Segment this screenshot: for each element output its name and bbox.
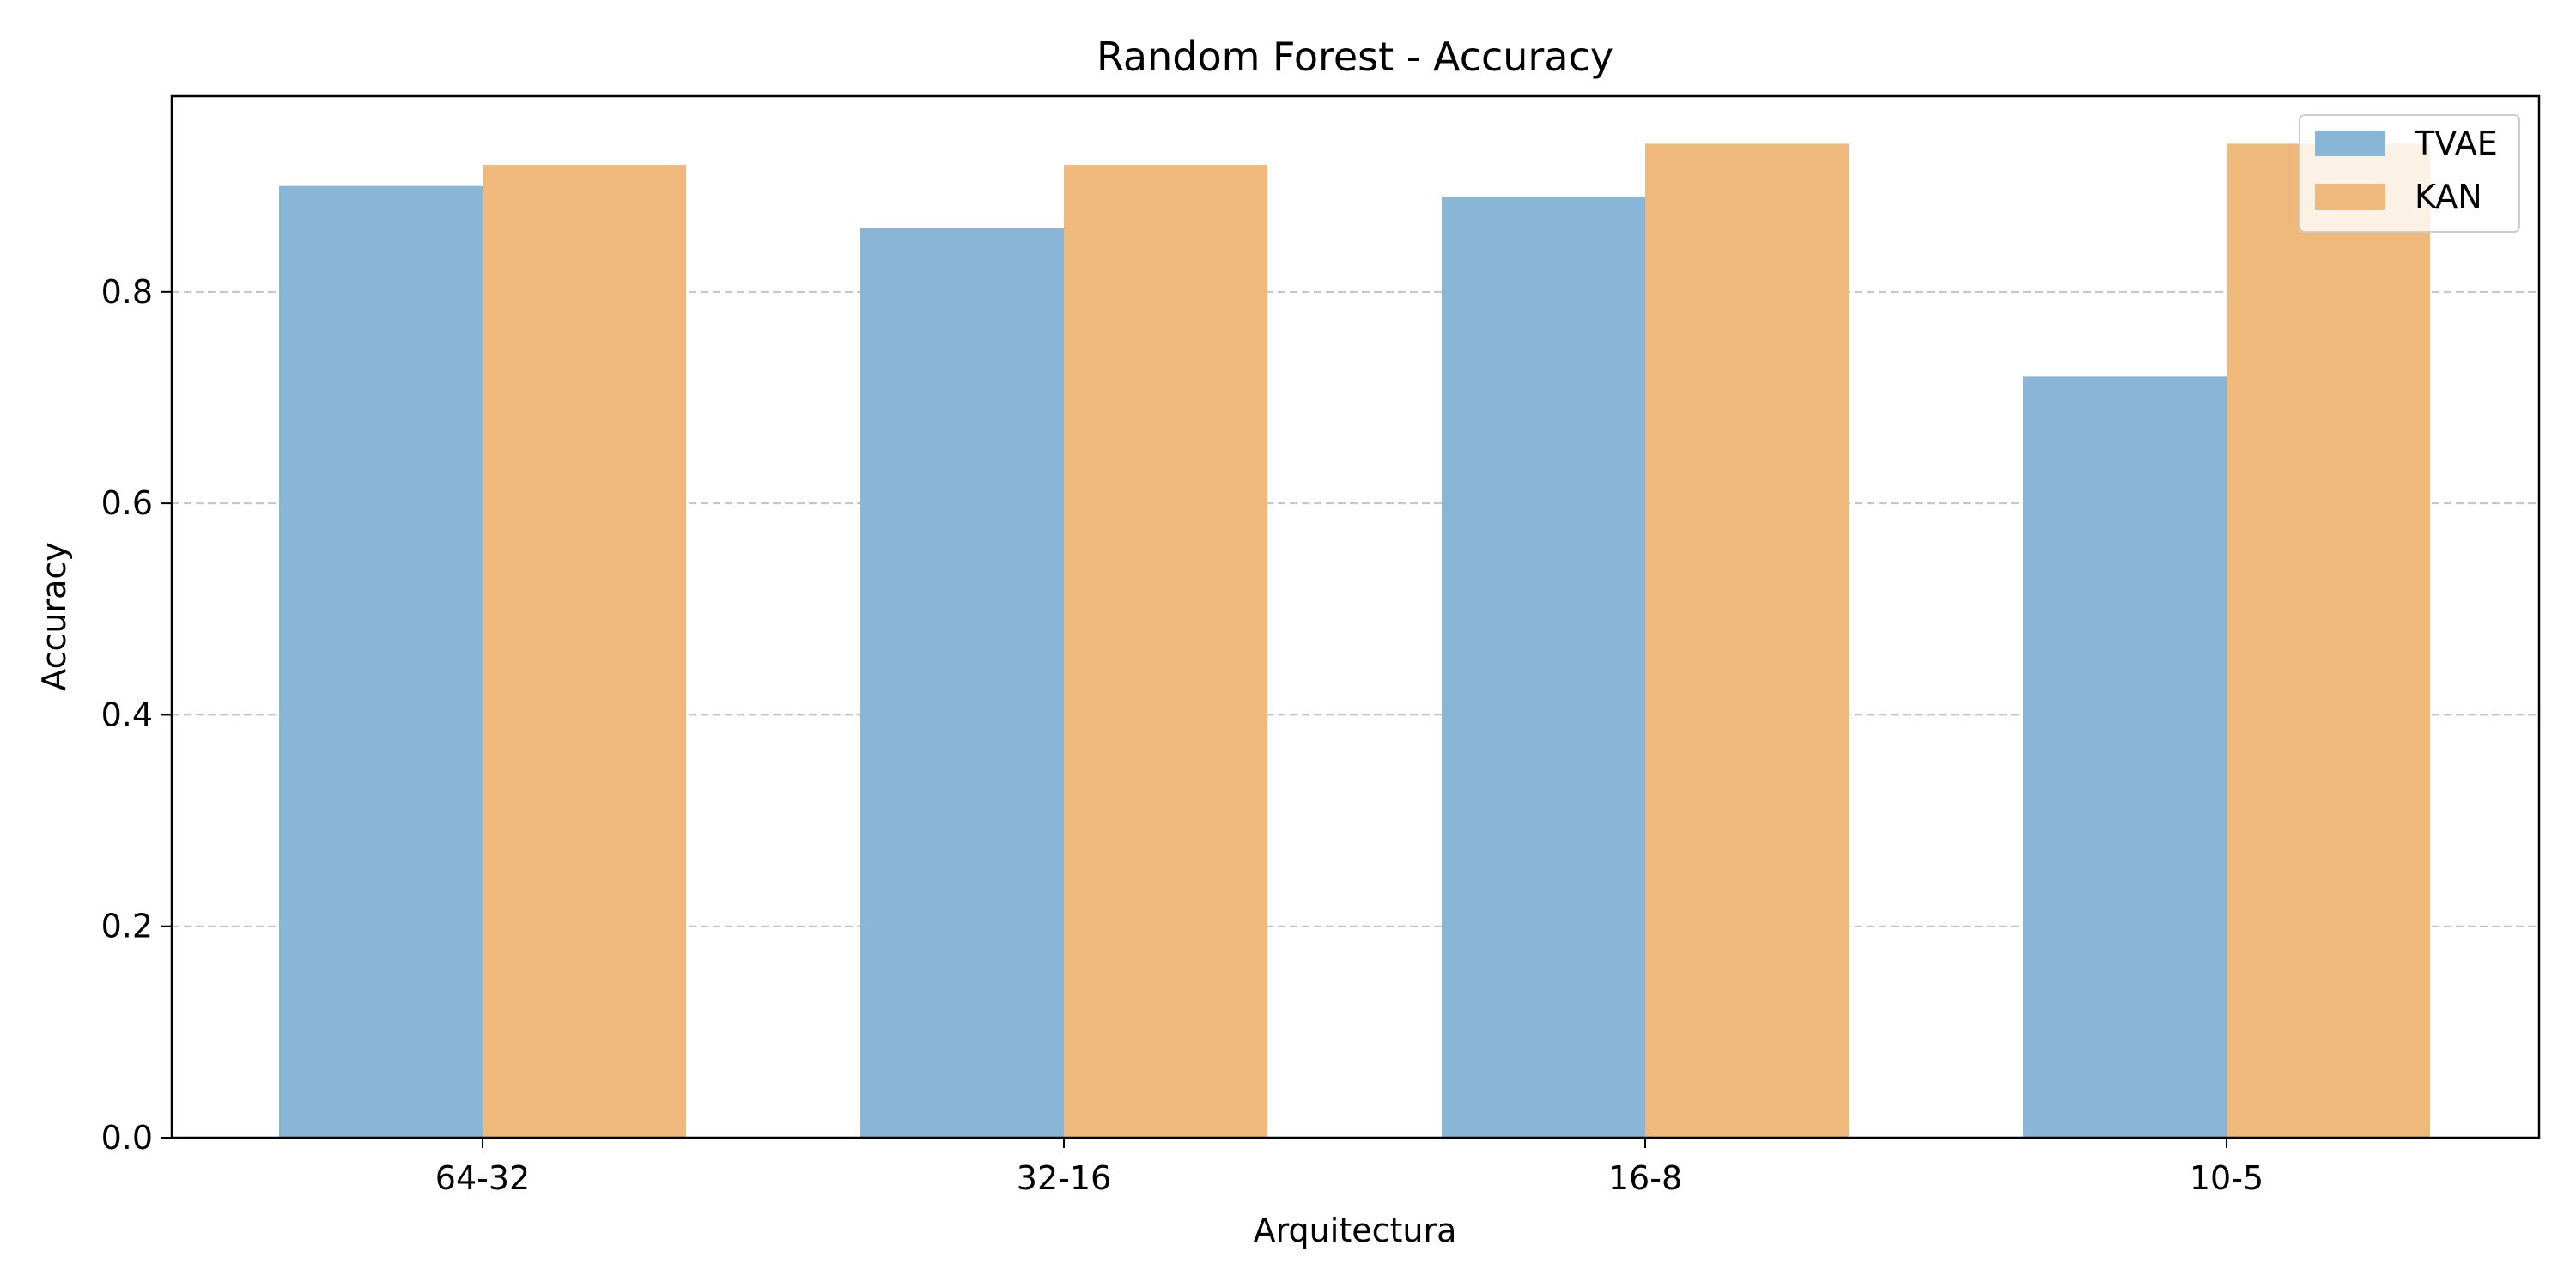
plot-frame <box>170 94 2541 1139</box>
bar-tvae-32-16 <box>860 228 1064 1138</box>
x-axis-label: Arquitectura <box>1254 1212 1457 1249</box>
legend-swatch-tvae <box>2315 131 2385 156</box>
legend: TVAE KAN <box>2299 114 2520 233</box>
y-tick-label: 0.0 <box>101 1119 153 1157</box>
legend-label-kan: KAN <box>2415 178 2482 216</box>
y-axis-ticks: 0.0 0.2 0.4 0.6 0.8 <box>101 273 172 1157</box>
bar-kan-16-8 <box>1645 143 1849 1138</box>
x-axis-ticks: 64-32 32-16 16-8 10-5 <box>435 1138 2263 1197</box>
y-tick-label: 0.2 <box>101 908 153 945</box>
bars <box>279 143 2430 1139</box>
y-tick-label: 0.8 <box>101 273 153 311</box>
x-tick-label: 64-32 <box>435 1159 530 1197</box>
bar-kan-32-16 <box>1064 165 1267 1139</box>
bar-tvae-10-5 <box>2023 376 2227 1138</box>
bar-tvae-64-32 <box>279 185 483 1138</box>
bar-tvae-16-8 <box>1442 196 1645 1138</box>
legend-label-tvae: TVAE <box>2414 125 2498 162</box>
x-tick-label: 10-5 <box>2190 1159 2263 1197</box>
chart-title: Random Forest - Accuracy <box>1097 33 1613 80</box>
bar-kan-10-5 <box>2227 143 2430 1138</box>
x-tick-label: 32-16 <box>1017 1159 1111 1197</box>
x-tick-label: 16-8 <box>1608 1159 1682 1197</box>
y-axis-label: Accuracy <box>35 542 73 691</box>
y-tick-label: 0.6 <box>101 484 153 522</box>
legend-swatch-kan <box>2315 184 2385 210</box>
y-tick-label: 0.4 <box>101 696 153 733</box>
bar-kan-64-32 <box>483 165 686 1139</box>
